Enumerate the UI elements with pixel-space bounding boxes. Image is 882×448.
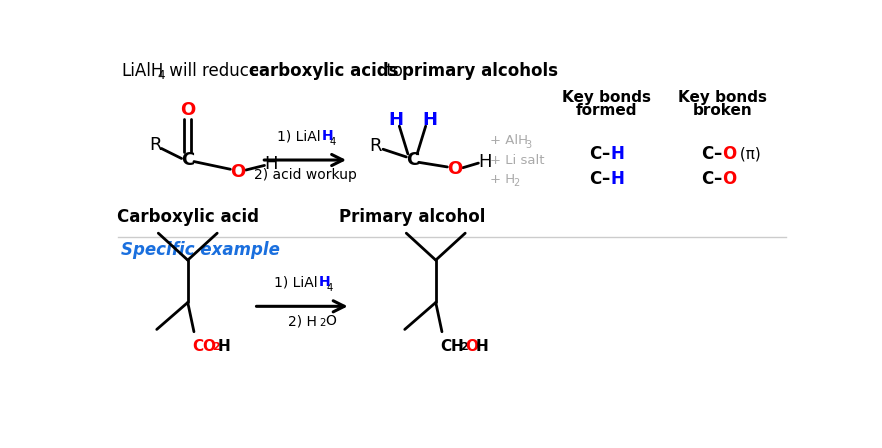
Text: C: C bbox=[589, 145, 602, 163]
Text: 4: 4 bbox=[327, 283, 333, 293]
Text: 2: 2 bbox=[460, 342, 467, 352]
Text: O: O bbox=[203, 340, 215, 354]
Text: 3: 3 bbox=[526, 140, 532, 150]
Text: H: H bbox=[422, 111, 437, 129]
Text: 2: 2 bbox=[319, 318, 325, 328]
Text: H: H bbox=[476, 340, 489, 354]
Text: –: – bbox=[602, 170, 609, 188]
Text: will reduce: will reduce bbox=[164, 62, 264, 81]
Text: C: C bbox=[406, 151, 419, 169]
Text: Key bonds: Key bonds bbox=[678, 90, 767, 104]
Text: H: H bbox=[217, 340, 230, 354]
Text: + H: + H bbox=[490, 173, 515, 186]
Text: C: C bbox=[701, 170, 713, 188]
Text: O: O bbox=[325, 314, 336, 328]
Text: O: O bbox=[722, 170, 736, 188]
Text: O: O bbox=[230, 163, 246, 181]
Text: C: C bbox=[589, 170, 602, 188]
Text: H: H bbox=[388, 111, 403, 129]
Text: formed: formed bbox=[575, 103, 637, 118]
Text: H: H bbox=[611, 170, 624, 188]
Text: 4: 4 bbox=[158, 69, 165, 82]
Text: 4: 4 bbox=[330, 137, 336, 147]
Text: C: C bbox=[440, 340, 452, 354]
Text: primary alcohols: primary alcohols bbox=[402, 62, 558, 81]
Text: LiAlH: LiAlH bbox=[121, 62, 163, 81]
Text: O: O bbox=[447, 160, 463, 178]
Text: + AlH: + AlH bbox=[490, 134, 528, 147]
Text: O: O bbox=[465, 340, 478, 354]
Text: Specific example: Specific example bbox=[121, 241, 280, 259]
Text: 2) acid workup: 2) acid workup bbox=[254, 168, 356, 182]
Text: H: H bbox=[321, 129, 333, 143]
Text: C: C bbox=[181, 151, 194, 169]
Text: broken: broken bbox=[692, 103, 752, 118]
Text: 1) LiAl: 1) LiAl bbox=[274, 276, 318, 289]
Text: + Li salt: + Li salt bbox=[490, 154, 544, 167]
Text: C: C bbox=[192, 340, 204, 354]
Text: H: H bbox=[264, 155, 278, 173]
Text: R: R bbox=[149, 136, 161, 154]
Text: R: R bbox=[369, 137, 382, 155]
Text: Carboxylic acid: Carboxylic acid bbox=[116, 208, 258, 226]
Text: H: H bbox=[611, 145, 624, 163]
Text: H: H bbox=[318, 276, 330, 289]
Text: (π): (π) bbox=[735, 146, 760, 161]
Text: 2) H: 2) H bbox=[288, 314, 317, 328]
Text: –: – bbox=[602, 145, 609, 163]
Text: –: – bbox=[714, 145, 721, 163]
Text: carboxylic acids: carboxylic acids bbox=[249, 62, 399, 81]
Text: 1) LiAl: 1) LiAl bbox=[277, 129, 321, 143]
Text: Primary alcohol: Primary alcohol bbox=[340, 208, 486, 226]
Text: O: O bbox=[180, 101, 196, 119]
Text: H: H bbox=[478, 153, 491, 171]
Text: Key bonds: Key bonds bbox=[562, 90, 651, 104]
Text: C: C bbox=[701, 145, 713, 163]
Text: –: – bbox=[714, 170, 721, 188]
Text: H: H bbox=[451, 340, 463, 354]
Text: 2: 2 bbox=[513, 178, 519, 188]
Text: to: to bbox=[381, 62, 407, 81]
Text: 2: 2 bbox=[212, 342, 220, 352]
Text: O: O bbox=[722, 145, 736, 163]
